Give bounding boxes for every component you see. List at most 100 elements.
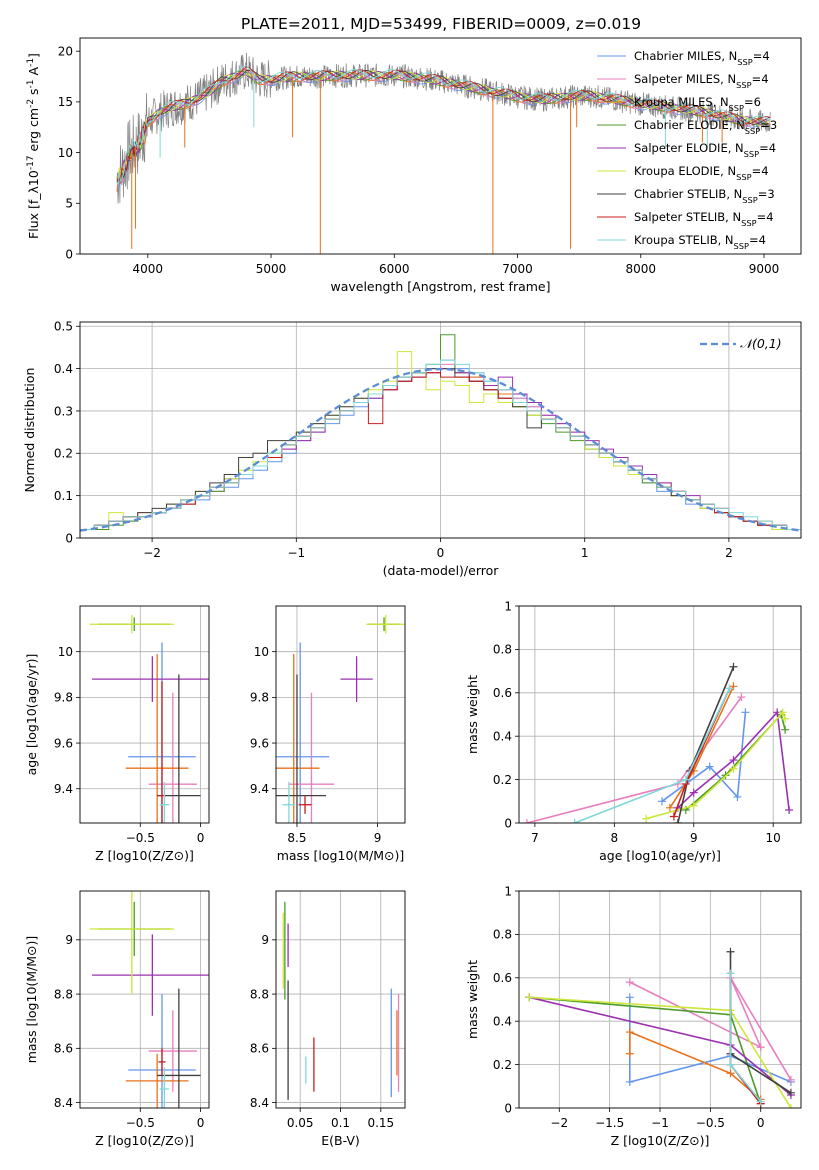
weight-marker xyxy=(729,764,738,773)
x-axis-label: mass [log10(M/M⊙)] xyxy=(277,848,405,863)
y-tick-label: 20 xyxy=(58,45,73,59)
x-tick-label: −0.5 xyxy=(696,1116,725,1130)
weight-marker xyxy=(729,756,738,765)
weight-marker xyxy=(729,682,738,691)
y-tick-label: 0.1 xyxy=(54,489,73,503)
y-tick-label: 9.6 xyxy=(250,736,269,750)
weight-series xyxy=(570,684,734,823)
weight-marker xyxy=(657,797,666,806)
weight-marker xyxy=(729,662,738,671)
mass_vs_z-frame xyxy=(79,890,210,1109)
error-point xyxy=(125,1053,189,1108)
weight-line xyxy=(574,688,731,823)
weight-marker xyxy=(756,1097,765,1106)
age_vs_mass-panel: 8.5 9 9.4 9.6 9.8 10 mass [log10(M/M⊙)] xyxy=(250,605,406,863)
y-tick-label: 0 xyxy=(504,816,512,830)
weight-line xyxy=(526,696,743,823)
legend-entry: 𝒩(0,1) xyxy=(740,336,782,351)
legend-entry: Chabrier ELODIE, NSSP=3 xyxy=(634,118,777,136)
weight-marker xyxy=(522,819,531,823)
y-tick-label: 8.8 xyxy=(250,987,269,1001)
y-tick-label: 8.8 xyxy=(54,987,73,1001)
weight_vs_z-panel: −2 −1.5 −1 −0.5 0 0 0.2 0.4 0.6 0.8 1 Z [log10(Z/Z⊙… xyxy=(465,884,802,1148)
weight_vs_z-frame xyxy=(518,890,802,1109)
error-point xyxy=(89,891,175,995)
weight_vs_age-frame xyxy=(518,605,802,824)
weight-marker xyxy=(689,788,698,797)
weight-series xyxy=(642,708,790,823)
y-tick-label: 8.6 xyxy=(54,1042,73,1056)
y-tick-label: 5 xyxy=(65,197,73,211)
weight-marker xyxy=(525,993,534,1002)
y-tick-label: 10 xyxy=(254,645,269,659)
weight-line xyxy=(529,996,762,1104)
observed-spectrum-line xyxy=(116,52,771,204)
model-spectrum-line xyxy=(116,70,771,178)
weight-marker xyxy=(625,1077,634,1086)
y-axis-label: mass weight xyxy=(465,960,480,1039)
weight_vs_age-plot-area xyxy=(522,662,794,823)
model-spectrum-line xyxy=(116,66,771,184)
mass_vs_z-panel: −0.5 0 8.4 8.6 8.8 9 Z [log10(Z/Z⊙)] mass [log1… xyxy=(24,890,210,1148)
weight-marker xyxy=(786,1088,795,1097)
y-tick-label: 0.6 xyxy=(493,686,512,700)
weight-marker xyxy=(726,947,735,956)
normal-curve xyxy=(80,367,801,532)
x-axis-label: Z [log10(Z/Z⊙)] xyxy=(611,1133,710,1148)
x-tick-label: 7000 xyxy=(502,262,533,276)
y-tick-label: 15 xyxy=(58,95,73,109)
y-tick-label: 0.8 xyxy=(493,643,512,657)
residuals-frame xyxy=(79,321,802,539)
x-tick-label: 0 xyxy=(197,1116,205,1130)
legend-entry: Salpeter ELODIE, NSSP=4 xyxy=(634,141,776,159)
x-tick-label: −0.5 xyxy=(126,1116,155,1130)
weight-marker xyxy=(726,969,735,978)
y-tick-label: 10 xyxy=(58,146,73,160)
y-axis-label: mass weight xyxy=(465,675,480,754)
error-point xyxy=(366,615,405,634)
weight-line xyxy=(629,1030,762,1100)
x-axis-label: (data-model)/error xyxy=(383,563,500,578)
x-axis-label: Z [log10(Z/Z⊙)] xyxy=(95,848,194,863)
x-tick-label: 8.5 xyxy=(287,831,306,845)
x-tick-label: 9 xyxy=(690,831,698,845)
weight-marker xyxy=(778,708,787,717)
y-tick-label: 9.4 xyxy=(54,782,73,796)
y-tick-label: 8.6 xyxy=(250,1042,269,1056)
error-point xyxy=(92,656,209,702)
residuals-plot-area xyxy=(80,334,801,538)
weight-series xyxy=(673,708,794,814)
weight-marker xyxy=(625,978,634,987)
weight-marker xyxy=(673,819,682,823)
mass_vs_ebv-frame xyxy=(275,890,406,1109)
mass_vs_z-plot-area xyxy=(89,891,209,1108)
age_vs_z-panel: −0.5 0 9.4 9.6 9.8 10 Z [log10(Z/Z⊙)] age [log1… xyxy=(24,605,210,863)
x-tick-label: 0 xyxy=(757,1116,765,1130)
y-tick-label: 9.8 xyxy=(54,691,73,705)
y-axis-label: mass [log10(M/M⊙)] xyxy=(24,936,39,1064)
legend-entry: Chabrier MILES, NSSP=4 xyxy=(634,49,770,67)
weight-marker xyxy=(786,1075,795,1084)
spectrum-frame xyxy=(79,37,802,255)
figure-title: PLATE=2011, MJD=53499, FIBERID=0009, z=0… xyxy=(241,15,641,33)
y-tick-label: 0.5 xyxy=(54,320,73,334)
weight-marker xyxy=(726,1060,735,1069)
error-point xyxy=(298,795,312,814)
weight-marker xyxy=(669,812,678,821)
y-tick-label: 1 xyxy=(504,599,512,613)
weight-line xyxy=(645,710,786,820)
error-point xyxy=(89,615,175,634)
weight-series xyxy=(726,969,765,1106)
weight-marker xyxy=(665,803,674,812)
y-tick-label: 9.6 xyxy=(54,736,73,750)
x-tick-label: −2 xyxy=(143,546,161,560)
mass_vs_ebv-panel: 0.05 0.1 0.15 8.4 8.6 8.8 9 E(B-V) xyxy=(250,890,406,1148)
weight-marker xyxy=(785,805,794,814)
mass_vs_ebv-plot-area xyxy=(282,901,400,1100)
y-axis-label: Normed distribution xyxy=(22,368,37,493)
model-spectrum-line xyxy=(116,70,771,183)
y-tick-label: 0.3 xyxy=(54,404,73,418)
age_vs_mass-plot-area xyxy=(276,615,405,823)
age_vs_z-frame xyxy=(79,605,210,824)
